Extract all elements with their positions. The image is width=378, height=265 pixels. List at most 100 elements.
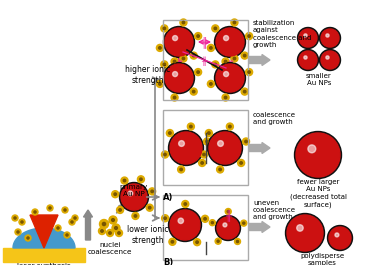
Circle shape — [107, 229, 113, 236]
Circle shape — [128, 191, 133, 196]
Circle shape — [119, 209, 121, 211]
Circle shape — [216, 28, 244, 56]
Circle shape — [321, 51, 339, 69]
Circle shape — [195, 69, 201, 76]
Circle shape — [156, 45, 163, 51]
Circle shape — [64, 209, 66, 211]
Circle shape — [161, 61, 168, 68]
Circle shape — [161, 25, 168, 32]
Circle shape — [214, 63, 245, 94]
Circle shape — [224, 96, 227, 99]
Circle shape — [319, 28, 341, 48]
Circle shape — [192, 90, 195, 93]
Circle shape — [182, 201, 189, 207]
Circle shape — [299, 51, 317, 69]
Circle shape — [208, 130, 243, 166]
Circle shape — [116, 206, 124, 213]
Text: ╫: ╫ — [225, 209, 231, 221]
Circle shape — [187, 123, 194, 130]
Circle shape — [294, 131, 341, 179]
Circle shape — [166, 130, 174, 136]
Text: ═: ═ — [228, 57, 232, 63]
Circle shape — [102, 222, 105, 226]
Circle shape — [245, 140, 247, 143]
Circle shape — [170, 132, 202, 164]
Circle shape — [246, 69, 253, 76]
Circle shape — [114, 193, 116, 195]
Circle shape — [241, 220, 247, 226]
Text: coalescence
and growth: coalescence and growth — [253, 112, 296, 125]
Circle shape — [169, 132, 171, 134]
Circle shape — [72, 215, 78, 221]
Circle shape — [123, 179, 126, 182]
Circle shape — [329, 227, 351, 249]
Circle shape — [149, 206, 151, 209]
Circle shape — [55, 225, 61, 231]
Circle shape — [109, 232, 111, 234]
Circle shape — [132, 213, 139, 219]
Circle shape — [248, 35, 250, 37]
Circle shape — [159, 83, 161, 85]
Circle shape — [222, 94, 229, 101]
Polygon shape — [13, 228, 75, 248]
Circle shape — [231, 55, 238, 62]
Circle shape — [212, 25, 219, 32]
Circle shape — [115, 227, 118, 229]
Circle shape — [121, 177, 128, 184]
Circle shape — [248, 71, 250, 73]
Circle shape — [299, 29, 317, 47]
Circle shape — [19, 219, 25, 225]
Circle shape — [118, 232, 120, 234]
Circle shape — [146, 204, 153, 211]
Circle shape — [218, 141, 223, 146]
Circle shape — [200, 151, 208, 158]
Circle shape — [162, 215, 169, 222]
Circle shape — [174, 96, 176, 99]
Circle shape — [14, 217, 16, 219]
Circle shape — [208, 132, 210, 134]
Circle shape — [15, 229, 21, 235]
Circle shape — [163, 63, 166, 66]
Circle shape — [169, 209, 201, 241]
Circle shape — [121, 184, 147, 210]
Text: stabilization
against
coalescence and
growth: stabilization against coalescence and gr… — [253, 20, 311, 48]
Circle shape — [170, 210, 200, 240]
Circle shape — [208, 80, 214, 87]
Circle shape — [217, 166, 224, 173]
Text: lower ionic
strength: lower ionic strength — [127, 225, 169, 245]
Circle shape — [171, 241, 174, 243]
Circle shape — [17, 231, 19, 233]
Circle shape — [171, 58, 178, 65]
Circle shape — [173, 36, 178, 41]
Circle shape — [217, 217, 239, 239]
Circle shape — [224, 60, 227, 63]
Circle shape — [112, 224, 120, 232]
Circle shape — [335, 233, 339, 237]
Circle shape — [134, 215, 137, 217]
Circle shape — [57, 227, 59, 229]
Circle shape — [211, 222, 214, 224]
Circle shape — [194, 239, 201, 246]
Text: nuclei
coalescence: nuclei coalescence — [88, 242, 132, 255]
Circle shape — [173, 72, 178, 77]
Text: ╫: ╫ — [201, 36, 208, 48]
Circle shape — [214, 63, 217, 66]
Circle shape — [223, 223, 227, 227]
Circle shape — [241, 88, 248, 95]
Circle shape — [201, 162, 203, 164]
Circle shape — [208, 45, 214, 51]
Circle shape — [163, 27, 166, 30]
Circle shape — [243, 222, 245, 224]
Text: smaller
Au NPs: smaller Au NPs — [306, 73, 332, 86]
Circle shape — [112, 219, 115, 221]
Circle shape — [222, 58, 229, 65]
Circle shape — [195, 33, 201, 39]
Bar — [163, 20, 248, 100]
Circle shape — [229, 125, 231, 128]
Circle shape — [49, 207, 51, 209]
FancyArrow shape — [249, 222, 270, 232]
Text: laser synthesis
+
nucleation: laser synthesis + nucleation — [17, 263, 71, 265]
Circle shape — [225, 209, 231, 214]
Circle shape — [209, 132, 241, 164]
Circle shape — [156, 80, 163, 87]
